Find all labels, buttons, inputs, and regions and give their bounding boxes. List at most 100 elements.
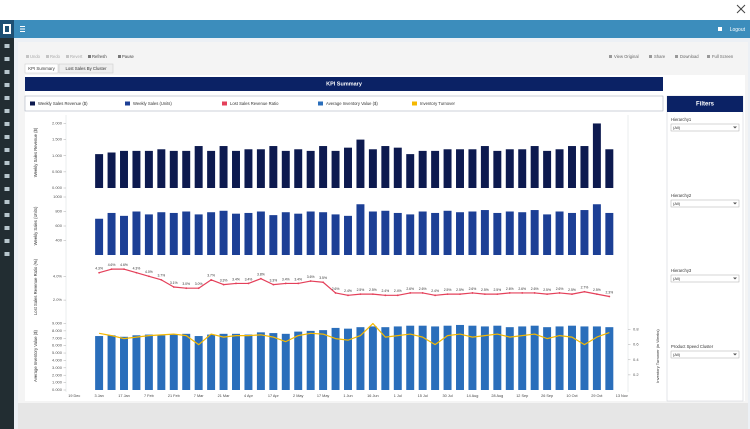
data-label: 2.5% [369,288,377,292]
toolbar-button[interactable]: Share [654,54,666,59]
bar [232,213,240,255]
sidebar-icon[interactable] [4,200,10,204]
x-tick-label: 3 Jan [94,394,103,398]
data-label: 3.3% [269,279,277,283]
toolbar-button[interactable]: Undo [30,54,41,59]
data-label: 2.6% [518,287,526,291]
y-tick-label: 2.000 [52,372,63,377]
bar [269,215,278,255]
line-point [272,283,275,286]
toolbar-button[interactable]: Refresh [92,54,107,59]
bar [406,325,415,390]
report-title-bar [25,77,663,91]
bar [530,146,539,188]
bar [306,150,315,188]
sidebar-icon[interactable] [4,252,10,256]
bar [144,150,153,188]
bar [505,211,514,255]
bar [418,325,427,390]
data-label: 2.5% [357,288,365,292]
bar [443,210,452,255]
sidebar-icon[interactable] [4,187,10,191]
bar [194,146,203,188]
bar [605,327,614,390]
filter-select[interactable] [670,123,740,132]
line-point [558,292,561,294]
legend-label: Average Inventory Value ($) [326,101,378,106]
bar [431,326,440,390]
data-label: 4.3% [95,267,103,271]
sidebar-icon[interactable] [4,135,10,139]
logout-link[interactable]: Logout [730,27,746,33]
y-tick-label: 1.500 [52,137,63,142]
bar [207,150,216,188]
bar [480,210,489,255]
bar [368,326,377,390]
x-tick-label: 19 Dec [68,394,80,398]
menu-toggle[interactable] [20,26,25,32]
tab[interactable] [24,63,59,74]
bar [120,336,128,390]
sidebar-icon[interactable] [4,122,10,126]
toolbar-button[interactable]: Redo [50,54,61,59]
toolbar-button[interactable]: Download [680,54,699,59]
bar [306,330,315,390]
toolbar-icon [118,55,121,58]
bar [592,123,601,188]
bar [157,149,166,188]
filter-select[interactable] [670,350,740,359]
data-label: 4.6% [120,263,128,267]
overlay-top [0,0,750,20]
tab[interactable] [58,63,114,74]
filter-select[interactable] [670,274,740,283]
sidebar-icon[interactable] [4,161,10,165]
toolbar-button[interactable]: Revert [70,54,83,59]
sidebar-icon[interactable] [4,70,10,74]
bar [219,146,228,188]
legend-swatch [318,101,323,106]
bar [132,150,141,188]
line-point [409,292,412,294]
line-point [371,293,374,296]
legend-label: Inventory Turnover [420,101,456,106]
legend-swatch [412,101,417,106]
filter-label: Product Speed Cluster [671,344,714,349]
data-label: 2.6% [556,287,564,291]
data-label: 4.3% [133,267,141,271]
sidebar-icon[interactable] [4,83,10,87]
y-tick-label: 1.000 [52,380,63,385]
sidebar-icon[interactable] [4,174,10,178]
toolbar-button[interactable]: Full Screen [712,54,734,59]
close-button[interactable] [736,4,746,14]
bar [530,325,539,390]
legend-label: Weekly Sales Revenue ($) [38,101,88,106]
line-point [160,278,163,281]
sidebar-icon[interactable] [4,109,10,113]
line-point [496,293,499,296]
filter-value: (All) [673,352,681,357]
bar [107,335,116,390]
data-label: 2.4% [394,289,402,293]
toolbar-button[interactable]: View Original [614,54,639,59]
bar [456,324,464,390]
data-label: 2.5% [444,288,452,292]
sidebar-icon[interactable] [4,239,10,243]
y-tick-label: 0.000 [52,387,63,392]
sidebar-icon[interactable] [4,57,10,61]
bar [281,333,290,390]
bar [294,331,303,390]
sidebar-icons [4,44,10,256]
sidebar-icon[interactable] [4,44,10,48]
filter-select[interactable] [670,199,740,208]
bar [120,150,128,188]
line-point [259,277,262,280]
data-label: 2.5% [456,288,464,292]
sidebar-icon[interactable] [4,148,10,152]
sidebar-icon[interactable] [4,213,10,217]
bar [207,212,216,255]
line-point [521,292,524,294]
sidebar-icon[interactable] [4,96,10,100]
sidebar-icon[interactable] [4,226,10,230]
toolbar-button[interactable]: Pause [122,54,135,59]
